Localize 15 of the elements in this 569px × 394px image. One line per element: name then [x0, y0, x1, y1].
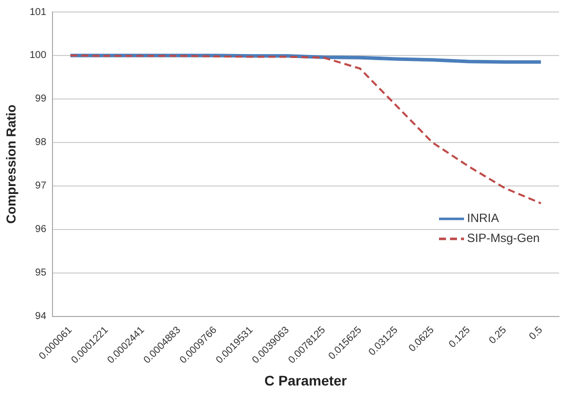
x-axis-title: C Parameter: [264, 372, 348, 388]
y-axis-title: Compression Ratio: [3, 104, 18, 224]
y-tick-label: 100: [30, 50, 47, 62]
y-tick-label: 99: [35, 94, 47, 105]
y-tick-label: 101: [30, 6, 47, 18]
legend-label: INRIA: [467, 211, 500, 226]
y-tick-label: 98: [35, 137, 47, 148]
x-tick-label: 0.5: [527, 324, 546, 342]
y-tick-label: 95: [35, 268, 47, 279]
y-tick-label: 94: [35, 311, 47, 322]
x-tick-label: 0.25: [487, 324, 510, 346]
legend-label: SIP-Msg-Gen: [467, 231, 540, 246]
line-series: [69, 54, 542, 204]
y-tick-label: 97: [35, 180, 47, 192]
y-tick-label: 96: [35, 224, 47, 236]
